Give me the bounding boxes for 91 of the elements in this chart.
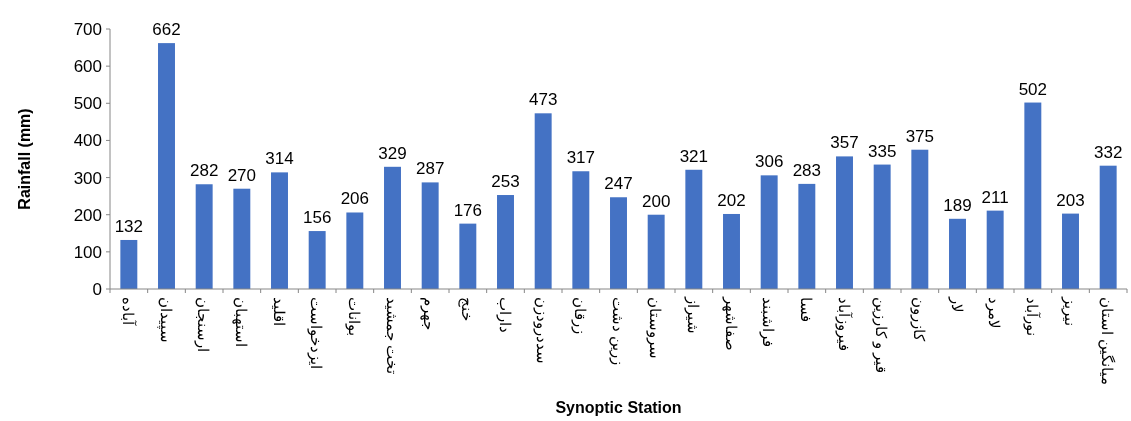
bar (459, 223, 477, 289)
data-label: 206 (340, 189, 370, 209)
bar (1062, 213, 1079, 289)
x-tick-label: تخت جمشید (383, 297, 401, 375)
data-label: 200 (641, 191, 671, 211)
y-tick-label: 600 (73, 57, 102, 77)
bar (949, 218, 966, 289)
bar (158, 43, 175, 289)
y-tick-label: 100 (73, 242, 102, 262)
x-axis-title: Synoptic Station (555, 399, 682, 416)
data-label: 662 (152, 20, 181, 40)
data-label: 329 (378, 143, 407, 163)
data-label: 132 (114, 216, 144, 236)
x-tick-label: اقلید (270, 297, 288, 326)
x-tick-label: استهبان (231, 297, 250, 347)
x-tick-label: جهرم (420, 297, 439, 330)
data-label: 203 (1056, 190, 1085, 210)
data-label: 335 (867, 141, 897, 161)
y-tick-label: 300 (73, 168, 102, 188)
data-label: 314 (265, 149, 294, 169)
data-label: 270 (227, 165, 257, 185)
y-tick-label: 700 (73, 20, 102, 39)
bar (798, 183, 816, 289)
x-tick-label: ارسنجان (194, 297, 213, 352)
data-label: 317 (566, 148, 596, 168)
bar (421, 182, 439, 289)
x-tick-label: لار (947, 296, 966, 313)
y-tick-label: 200 (73, 205, 102, 225)
x-tick-label: قیر و کارزین (872, 297, 891, 374)
bar (233, 188, 251, 289)
y-tick-label: 0 (92, 280, 102, 299)
data-label: 176 (453, 200, 483, 220)
bar (497, 195, 514, 289)
bar (911, 149, 929, 289)
y-axis-title: Rainfall (mm) (16, 108, 33, 210)
data-label: 253 (491, 172, 520, 192)
x-tick-label: نیریز (1060, 296, 1079, 326)
x-tick-label: فراشبند (759, 297, 778, 347)
x-tick-label: خنج (457, 297, 476, 321)
x-tick-label: فسا (797, 297, 815, 322)
data-label: 306 (754, 152, 784, 172)
y-tick-label: 500 (73, 94, 102, 114)
bar (195, 184, 213, 289)
data-label: 357 (830, 133, 859, 153)
x-tick-label: زرین دشت (608, 297, 627, 366)
x-tick-label: فیروزآباد (834, 297, 853, 351)
data-label: 321 (679, 146, 709, 166)
bar (384, 166, 401, 289)
bar (685, 169, 703, 289)
x-tick-label: داراب (495, 297, 514, 333)
data-label: 247 (604, 174, 633, 194)
data-label: 283 (792, 160, 822, 180)
data-label: 473 (528, 90, 558, 110)
bar (986, 210, 1004, 289)
x-tick-label: آباده (119, 297, 137, 326)
x-tick-label: شیراز (683, 296, 702, 334)
x-tick-label: سددرودزن (533, 297, 552, 364)
bar (120, 239, 138, 289)
data-label: 211 (981, 187, 1009, 207)
bar (723, 213, 740, 289)
data-label: 156 (302, 208, 332, 228)
x-tick-label: میانگین استان (1098, 297, 1117, 386)
bar (308, 231, 326, 289)
bar (760, 175, 778, 289)
data-label: 287 (415, 159, 445, 179)
bar (647, 214, 665, 289)
bar (271, 172, 288, 289)
bar (836, 156, 853, 289)
data-label: 282 (189, 161, 219, 181)
bar (1024, 102, 1042, 289)
bar (873, 164, 891, 289)
data-label: 375 (905, 126, 935, 146)
y-tick-label: 400 (73, 131, 102, 151)
bar (346, 212, 364, 289)
x-tick-label: زرقان (570, 297, 589, 334)
bar (1099, 165, 1117, 289)
bar (534, 113, 552, 289)
data-label: 332 (1093, 142, 1123, 162)
x-tick-label: لامرد (985, 297, 1004, 329)
x-tick-label: سپیدان (156, 297, 175, 343)
data-label: 202 (717, 190, 746, 210)
x-tick-label: صفاشهر (721, 296, 740, 351)
x-tick-label: نورآباد (1022, 297, 1041, 336)
x-tick-label: ایزدخواست (307, 297, 326, 369)
data-label: 502 (1018, 79, 1048, 99)
x-tick-label: سروستان (646, 297, 665, 359)
data-label: 189 (943, 195, 972, 215)
bar (572, 171, 590, 289)
bar (610, 197, 627, 289)
x-tick-label: بوانات (344, 297, 363, 336)
x-tick-label: کازرون (909, 297, 928, 342)
